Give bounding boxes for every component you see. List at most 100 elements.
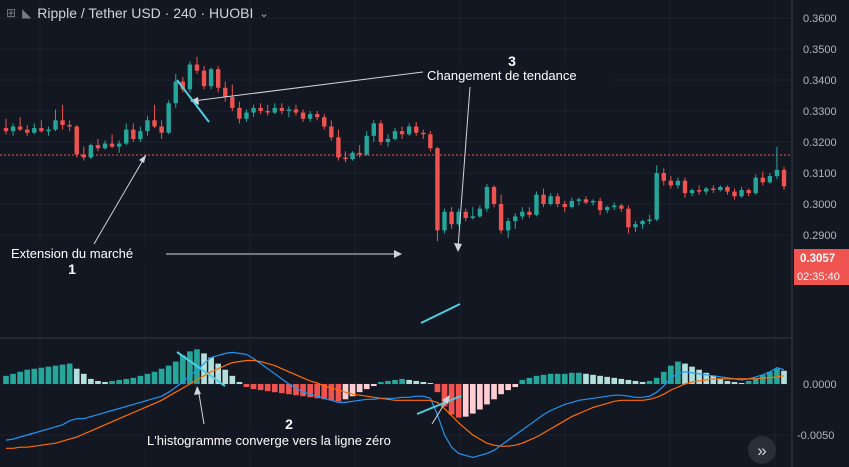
histogram-bar-79 [561,373,568,384]
trendline-hist-low[interactable] [416,395,462,415]
candle-body-100 [711,188,716,191]
candle-body-71 [505,221,511,231]
histogram-bar-82 [583,373,589,384]
histogram-bar-9 [66,363,73,384]
histogram-bar-24 [172,361,179,384]
histogram-bar-14 [102,381,108,384]
histogram-bar-7 [52,365,59,384]
histogram-bar-59 [420,381,427,384]
histogram-bar-36 [257,384,264,391]
histogram-bar-12 [88,378,94,384]
scroll-realtime-button[interactable] [748,436,776,464]
candle-body-110 [781,169,787,187]
candle-body-37 [265,111,270,113]
annotation-label-1: Extension du marché [11,246,133,261]
candle-body-46 [329,126,334,138]
candle-body-18 [131,129,136,139]
candle-body-15 [109,143,115,147]
histogram-bar-50 [356,384,363,393]
double-chevron-right-icon[interactable]: » [757,441,766,460]
candle-body-23 [166,103,171,133]
histogram-bar-0 [3,375,9,384]
annotation-number-2: 2 [285,416,293,432]
candle-body-17 [124,129,129,144]
candle-body-101 [718,186,723,191]
annotation-number-1: 1 [68,261,76,277]
candle-body-70 [498,204,504,231]
histogram-bar-70 [498,384,504,395]
candle-body-54 [385,138,391,142]
histogram-bar-41 [293,384,299,396]
last-price-label-bg [794,249,849,267]
candle-body-43 [307,114,313,119]
candle-body-51 [364,135,369,155]
candle-body-57 [406,126,412,135]
candle-body-14 [102,143,108,149]
histogram-bar-64 [455,384,462,418]
countdown-label-bg [794,267,849,285]
candle-body-108 [767,176,773,183]
histogram-bar-26 [187,351,193,384]
histogram-bar-90 [639,381,646,384]
candle-body-28 [201,70,207,87]
expand-icon[interactable]: ⊞ [6,6,17,20]
arrow-2-right-head [442,395,450,404]
candle-body-64 [456,211,461,225]
candle-body-19 [138,131,143,139]
histogram-bar-87 [618,378,625,384]
flag-icon[interactable]: ◣ [22,6,32,20]
candle-body-38 [272,107,277,113]
histogram-bar-35 [250,384,257,390]
histogram-bar-103 [731,381,738,384]
price-tick-label-7: 0.2900 [803,230,837,242]
arrow-2-right [431,397,449,425]
symbol-title[interactable]: Ripple / Tether USD · 240 · HUOBI [37,5,254,21]
candle-body-7 [53,120,58,130]
price-axis[interactable]: 0.3600 0.3500 0.3400 0.3300 0.3200 0.3100 0.30… [791,0,849,467]
histogram-bar-58 [413,380,420,384]
histogram-bar-83 [590,374,596,384]
histogram-bar-40 [286,384,292,395]
chart-header[interactable]: ⊞ ◣ Ripple / Tether USD · 240 · HUOBI ⌄ [6,4,269,22]
candle-body-73 [520,211,525,217]
candle-body-13 [95,145,101,149]
histogram-bar-84 [597,375,603,384]
candle-body-21 [152,120,157,127]
histogram-bar-96 [682,363,688,384]
candle-body-61 [435,148,440,231]
histogram-bar-28 [201,353,207,384]
candle-body-45 [322,117,327,127]
candle-body-22 [159,126,164,133]
histogram-bar-107 [759,374,766,384]
histogram-bar-78 [554,373,561,384]
candle-body-59 [421,132,426,135]
trendline-price-peak[interactable] [176,79,210,123]
candle-body-36 [258,107,263,111]
histogram-bar-3 [24,369,31,384]
candles [3,56,787,242]
candle-body-40 [286,109,292,111]
histogram-bar-16 [116,379,122,384]
candle-body-69 [491,186,497,204]
histogram-bar-88 [625,379,632,384]
arrow-2-left-head [194,386,201,395]
trendline-price-low[interactable] [420,303,461,324]
chevron-down-icon[interactable]: ⌄ [259,7,269,20]
candle-body-44 [315,114,320,118]
candle-body-72 [513,216,518,222]
arrow-3-low-head [454,243,462,252]
histogram-bar-99 [703,372,710,384]
histogram-bar-54 [385,380,391,384]
histogram-bar-80 [568,372,575,384]
candle-body-31 [223,87,228,98]
histogram-bar-91 [646,380,653,384]
candle-body-9 [67,124,72,127]
candle-body-29 [208,69,214,87]
histogram-bar-66 [469,384,476,414]
trendline-hist-peak[interactable] [176,351,226,387]
histogram-bar-55 [392,379,398,384]
histogram-bar-44 [314,384,321,399]
candle-body-98 [696,190,702,192]
